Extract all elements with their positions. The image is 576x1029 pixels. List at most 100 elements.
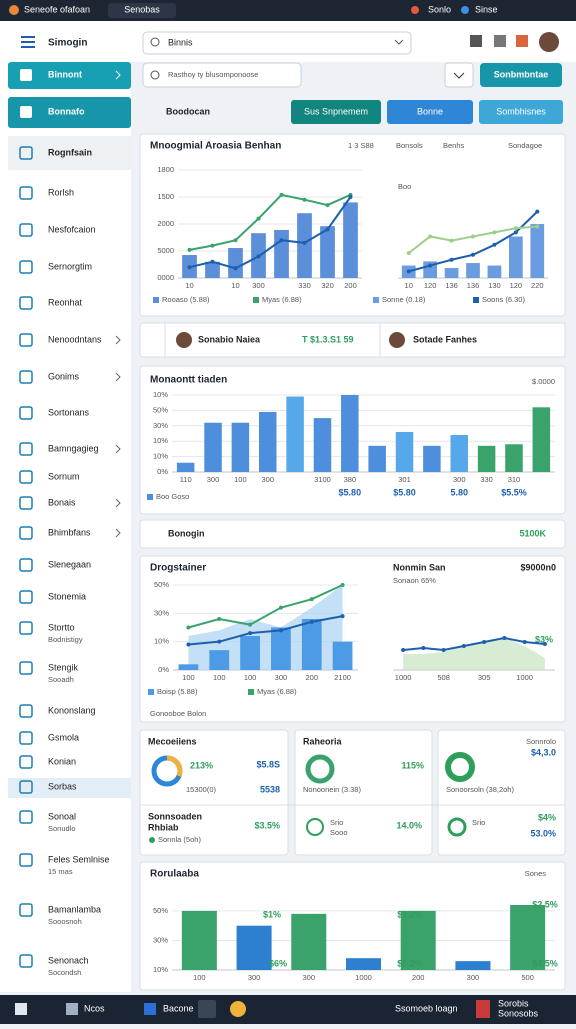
nav-item[interactable]: Senonach: [48, 955, 89, 965]
nav-icon: [19, 496, 33, 510]
x-tick-label: 300: [207, 475, 220, 484]
person-name: Sotade Fanhes: [413, 334, 477, 344]
task-icon[interactable]: [198, 1000, 216, 1018]
tab[interactable]: Bonsols: [396, 141, 423, 150]
tab[interactable]: 1 3 S88: [348, 141, 374, 150]
task-icon[interactable]: [66, 1003, 78, 1015]
nav-item[interactable]: Stengik: [48, 662, 79, 672]
chevron: [115, 335, 121, 345]
chevron: [115, 498, 121, 508]
stat-percent: 115%: [401, 760, 424, 770]
nav-item[interactable]: Stonemia: [48, 591, 86, 601]
button-label[interactable]: Sus Snpnemem: [304, 106, 368, 116]
button[interactable]: [480, 63, 562, 87]
y-tick-label: 10%: [153, 452, 168, 461]
nav-item[interactable]: Gsmola: [48, 732, 79, 742]
task-label[interactable]: Bacone: [163, 1003, 194, 1013]
x-tick-label: 10: [231, 281, 239, 290]
button-label[interactable]: Bonne: [417, 106, 443, 116]
nav-icon: [19, 526, 33, 540]
nav-item[interactable]: Sonoal: [48, 811, 76, 821]
status-label: Sonlo: [428, 4, 451, 14]
x-tick-label: 10: [185, 281, 193, 290]
dropdown[interactable]: [444, 62, 474, 88]
nav-item[interactable]: Feles Semlnise: [48, 854, 110, 864]
y-tick-label: 50%: [154, 580, 169, 589]
point: [233, 266, 238, 271]
search-box[interactable]: [142, 62, 302, 88]
tab[interactable]: Sondagoe: [508, 141, 542, 150]
x-tick-label: 130: [488, 281, 501, 290]
button[interactable]: [387, 100, 473, 124]
y-tick-label: 50%: [153, 405, 168, 414]
search-text[interactable]: Rasthoy ty blusomponoose: [168, 70, 258, 79]
line: [403, 636, 545, 652]
nav-item[interactable]: Sorbas: [48, 781, 77, 791]
window-title: Seneofe ofafoan: [24, 4, 90, 14]
tab-label[interactable]: Senobas: [124, 4, 160, 14]
task-icon[interactable]: [144, 1003, 156, 1015]
point: [449, 257, 454, 262]
search-box[interactable]: [142, 31, 412, 55]
point: [492, 242, 497, 247]
nav-icon: [19, 780, 33, 794]
nav-item[interactable]: Slenegaan: [48, 559, 91, 569]
nav-item[interactable]: Stortto: [48, 622, 75, 632]
nav-item[interactable]: Binnont: [48, 69, 82, 79]
avatar[interactable]: [539, 32, 559, 52]
nav-icon: [19, 333, 33, 347]
icon[interactable]: [516, 35, 528, 47]
search-icon: [150, 70, 160, 80]
nav-item[interactable]: Rorlsh: [48, 187, 74, 197]
nav-item[interactable]: Sernorgtim: [48, 261, 92, 271]
menu-icon[interactable]: [21, 36, 35, 48]
point: [187, 247, 192, 252]
nav-item[interactable]: Bhimbfans: [48, 527, 91, 537]
icon[interactable]: [494, 35, 506, 47]
sidebar-profile[interactable]: [8, 136, 131, 170]
sidebar-active[interactable]: [8, 97, 131, 128]
nav-item[interactable]: Sortonans: [48, 407, 90, 417]
button[interactable]: [291, 100, 381, 124]
card-link[interactable]: Sones: [525, 869, 547, 878]
x-tick-label: 200: [412, 973, 425, 982]
nav-item[interactable]: Bamngagieg: [48, 443, 99, 453]
nav-item[interactable]: Bamanlamba: [48, 904, 101, 914]
row-link[interactable]: 5100K: [519, 528, 546, 538]
avatar: [176, 332, 192, 348]
tab[interactable]: Benhs: [443, 141, 465, 150]
search-text[interactable]: Binnis: [168, 37, 193, 47]
point: [217, 617, 222, 621]
task-icon[interactable]: [476, 1000, 490, 1018]
x-tick-label: 300: [275, 673, 288, 682]
tab[interactable]: [108, 3, 176, 18]
start-icon[interactable]: [15, 1003, 27, 1015]
button-label[interactable]: Sombhisnes: [496, 106, 546, 116]
nav-item[interactable]: Sornum: [48, 471, 80, 481]
sidebar-active[interactable]: [8, 62, 131, 89]
nav-item[interactable]: Nenoodntans: [48, 334, 102, 344]
nav-icon: [19, 146, 33, 160]
nav-item[interactable]: Konian: [48, 756, 76, 766]
nav-item[interactable]: Reonhat: [48, 297, 83, 307]
amount: T $1.3.S1 59: [302, 334, 354, 344]
icon[interactable]: [470, 35, 482, 47]
bar: [532, 407, 551, 472]
nav-item[interactable]: Rognfsain: [48, 147, 92, 157]
nav-item[interactable]: Bonais: [48, 497, 76, 507]
nav-item[interactable]: Kononslang: [48, 705, 96, 715]
donut: [166, 755, 183, 777]
task-icon[interactable]: [230, 1001, 246, 1017]
nav-icon: [19, 731, 33, 745]
bar: [400, 910, 436, 970]
nav-item[interactable]: Nesfofcaion: [48, 224, 96, 234]
bar: [509, 236, 523, 278]
point: [256, 254, 261, 259]
task-label[interactable]: Ncos: [84, 1003, 105, 1013]
nav-item[interactable]: Bonnafo: [48, 106, 85, 116]
nav-item[interactable]: Gonims: [48, 371, 80, 381]
button-label[interactable]: Sonbmbntae: [494, 69, 549, 79]
sidebar-selected[interactable]: [8, 778, 131, 798]
button[interactable]: [479, 100, 563, 124]
area: [403, 638, 545, 670]
